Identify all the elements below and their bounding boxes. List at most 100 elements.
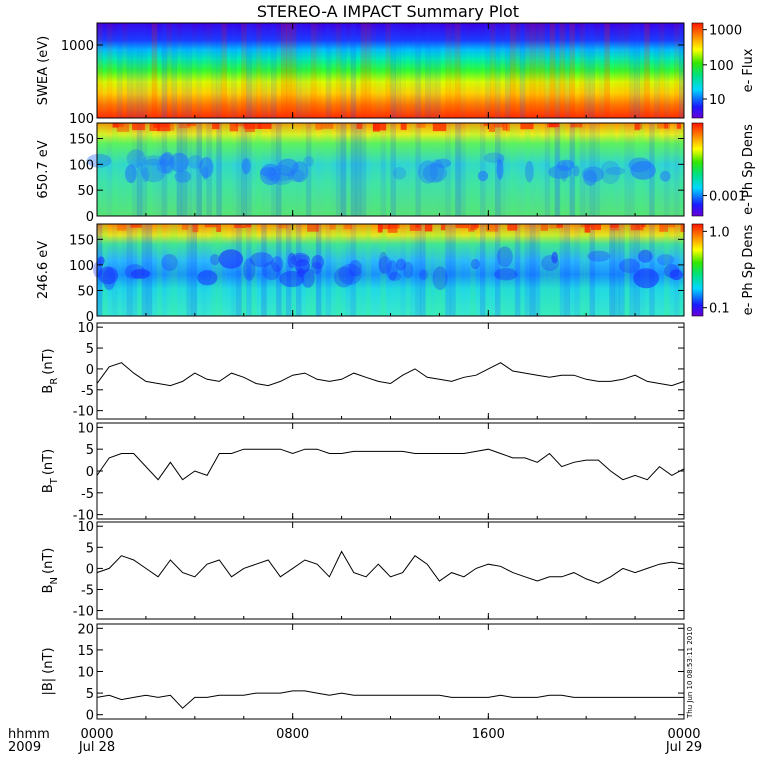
swea-texture-strip (121, 23, 128, 118)
pad650-texture-strip (574, 123, 581, 216)
swea-texture-strip (171, 23, 178, 118)
pad246-blob (386, 260, 398, 281)
pad650-blob (660, 170, 671, 182)
pad246-texture-strip (629, 224, 635, 316)
swea-texture-strip (157, 23, 163, 118)
swea-texture-strip (519, 23, 526, 118)
swea-texture-strip (291, 23, 297, 118)
swea-texture-strip (395, 23, 401, 118)
br-ylabel-sub: R (49, 378, 60, 385)
pad246-blob (93, 261, 103, 278)
pad650-texture-strip (360, 123, 367, 216)
swea-texture-strip (360, 23, 367, 118)
pad650-texture-strip (455, 123, 461, 216)
bt-series-line (96, 448, 685, 481)
pad650-texture-strip (624, 123, 630, 216)
pad246-texture-strip (281, 224, 287, 316)
br-series-line (96, 362, 685, 387)
swea-texture-strip (584, 23, 590, 118)
swea-texture-strip (564, 23, 571, 118)
pad246-cap (409, 224, 422, 231)
pad246-cap (470, 224, 478, 230)
pad246-blob (210, 254, 220, 266)
pad246-texture-strip (425, 224, 431, 316)
pad246-texture-strip (241, 224, 247, 316)
swea-texture-strip (206, 23, 212, 118)
pad246-texture-strip (325, 224, 332, 316)
swea-texture-strip (480, 23, 486, 118)
swea-texture-strip (196, 23, 202, 118)
pad246-cap (680, 224, 685, 232)
pad650-texture-strip (331, 123, 337, 216)
pad650-texture-strip (549, 123, 556, 216)
pad246-blob (262, 261, 281, 281)
pad246-blob (388, 271, 402, 281)
pad650-blob (418, 160, 438, 184)
pad246-texture-strip (286, 224, 292, 316)
swea-texture-strip (375, 23, 382, 118)
pad650-texture-strip (445, 123, 451, 216)
swea-texture-strip (116, 23, 123, 118)
bn-ytick-label: 10 (77, 520, 94, 535)
pad246-texture-strip (335, 224, 342, 316)
pad650-texture-strip (221, 123, 227, 216)
pad246-cap (667, 224, 675, 228)
pad246-blob (271, 256, 284, 272)
pad650-blob (605, 166, 626, 176)
bn-ylabel-unit: (nT) (41, 548, 56, 574)
pad650-blob (140, 158, 167, 183)
pad650-texture-strip (524, 123, 531, 216)
pad650-cap (170, 123, 175, 131)
pad246-texture-strip (465, 224, 471, 316)
swea-texture-strip (97, 23, 103, 118)
pad246-texture-strip (445, 224, 451, 316)
pad246-cap (192, 224, 199, 233)
swea-texture-strip (455, 23, 461, 118)
pad650-cap (400, 123, 407, 130)
br-ytick-label: -5 (81, 384, 94, 399)
pad246-cbar-label: 1.0 (709, 225, 730, 240)
pad650-blob (156, 159, 172, 174)
pad246-texture-strip (584, 224, 590, 316)
pad246-ylabel: 246.6 eV (36, 241, 51, 299)
pad246-texture-strip (624, 224, 630, 316)
pad246-blob (131, 269, 151, 279)
pad650-blob (287, 169, 306, 182)
pad246-texture-strip (97, 224, 103, 316)
pad246-blob (432, 266, 448, 291)
bmag-series-line (96, 690, 684, 709)
swea-texture-strip (544, 23, 551, 118)
pad246-texture-strip (380, 224, 387, 316)
pad650-cap (186, 123, 196, 127)
pad246-texture-strip (121, 224, 128, 316)
pad650-texture-strip (619, 123, 625, 216)
pad246-texture-strip (509, 224, 516, 316)
pad650-cap (132, 123, 145, 131)
pad650-texture-strip (584, 123, 590, 216)
pad246-texture-strip (111, 224, 118, 316)
swea-texture-strip (624, 23, 630, 118)
swea-cbar-label: 1000 (709, 24, 742, 39)
swea-texture-strip (659, 23, 665, 118)
pad246-cap (548, 224, 561, 229)
swea-texture-strip (271, 23, 277, 118)
swea-texture-strip (495, 23, 501, 118)
swea-texture-strip (579, 23, 585, 118)
swea-texture-strip (112, 23, 118, 118)
x-tick-label: 1600 (472, 727, 505, 742)
pad650-blob (573, 165, 580, 177)
pad246-texture-strip (126, 224, 133, 316)
bt-ylabel-main: B (41, 484, 56, 493)
pad246-texture-strip (330, 224, 337, 316)
pad650-blob (126, 149, 146, 168)
swea-texture-strip (301, 23, 307, 118)
pad650-texture-strip (375, 123, 382, 216)
pad650-texture-strip (111, 123, 118, 216)
pad246-texture-strip (589, 224, 595, 316)
x-tick-label-date: Jul 29 (665, 740, 702, 755)
pad246-texture-strip (659, 224, 665, 316)
pad650-blob (241, 158, 250, 175)
pad650-texture-strip (544, 123, 551, 216)
